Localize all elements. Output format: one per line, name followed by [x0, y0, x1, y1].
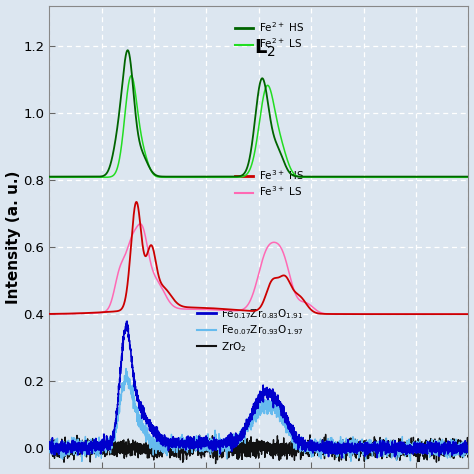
Y-axis label: Intensity (a. u.): Intensity (a. u.): [6, 170, 20, 304]
Text: L$_2$: L$_2$: [254, 38, 275, 59]
Legend: Fe$_{0.17}$Zr$_{0.83}$O$_{1.91}$, Fe$_{0.07}$Zr$_{0.93}$O$_{1.97}$, ZrO$_2$: Fe$_{0.17}$Zr$_{0.83}$O$_{1.91}$, Fe$_{0…: [197, 307, 304, 354]
